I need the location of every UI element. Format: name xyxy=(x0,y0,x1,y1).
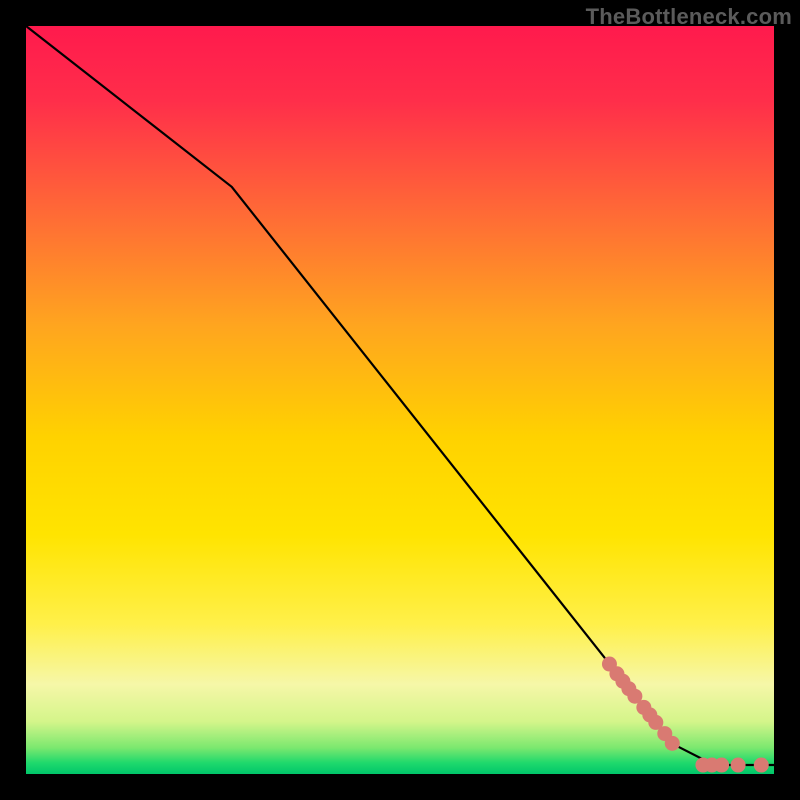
watermark-label: TheBottleneck.com xyxy=(586,4,792,30)
bottleneck-chart xyxy=(0,0,800,800)
data-marker xyxy=(665,736,680,751)
data-marker xyxy=(754,758,769,773)
data-marker xyxy=(714,758,729,773)
data-marker xyxy=(731,758,746,773)
